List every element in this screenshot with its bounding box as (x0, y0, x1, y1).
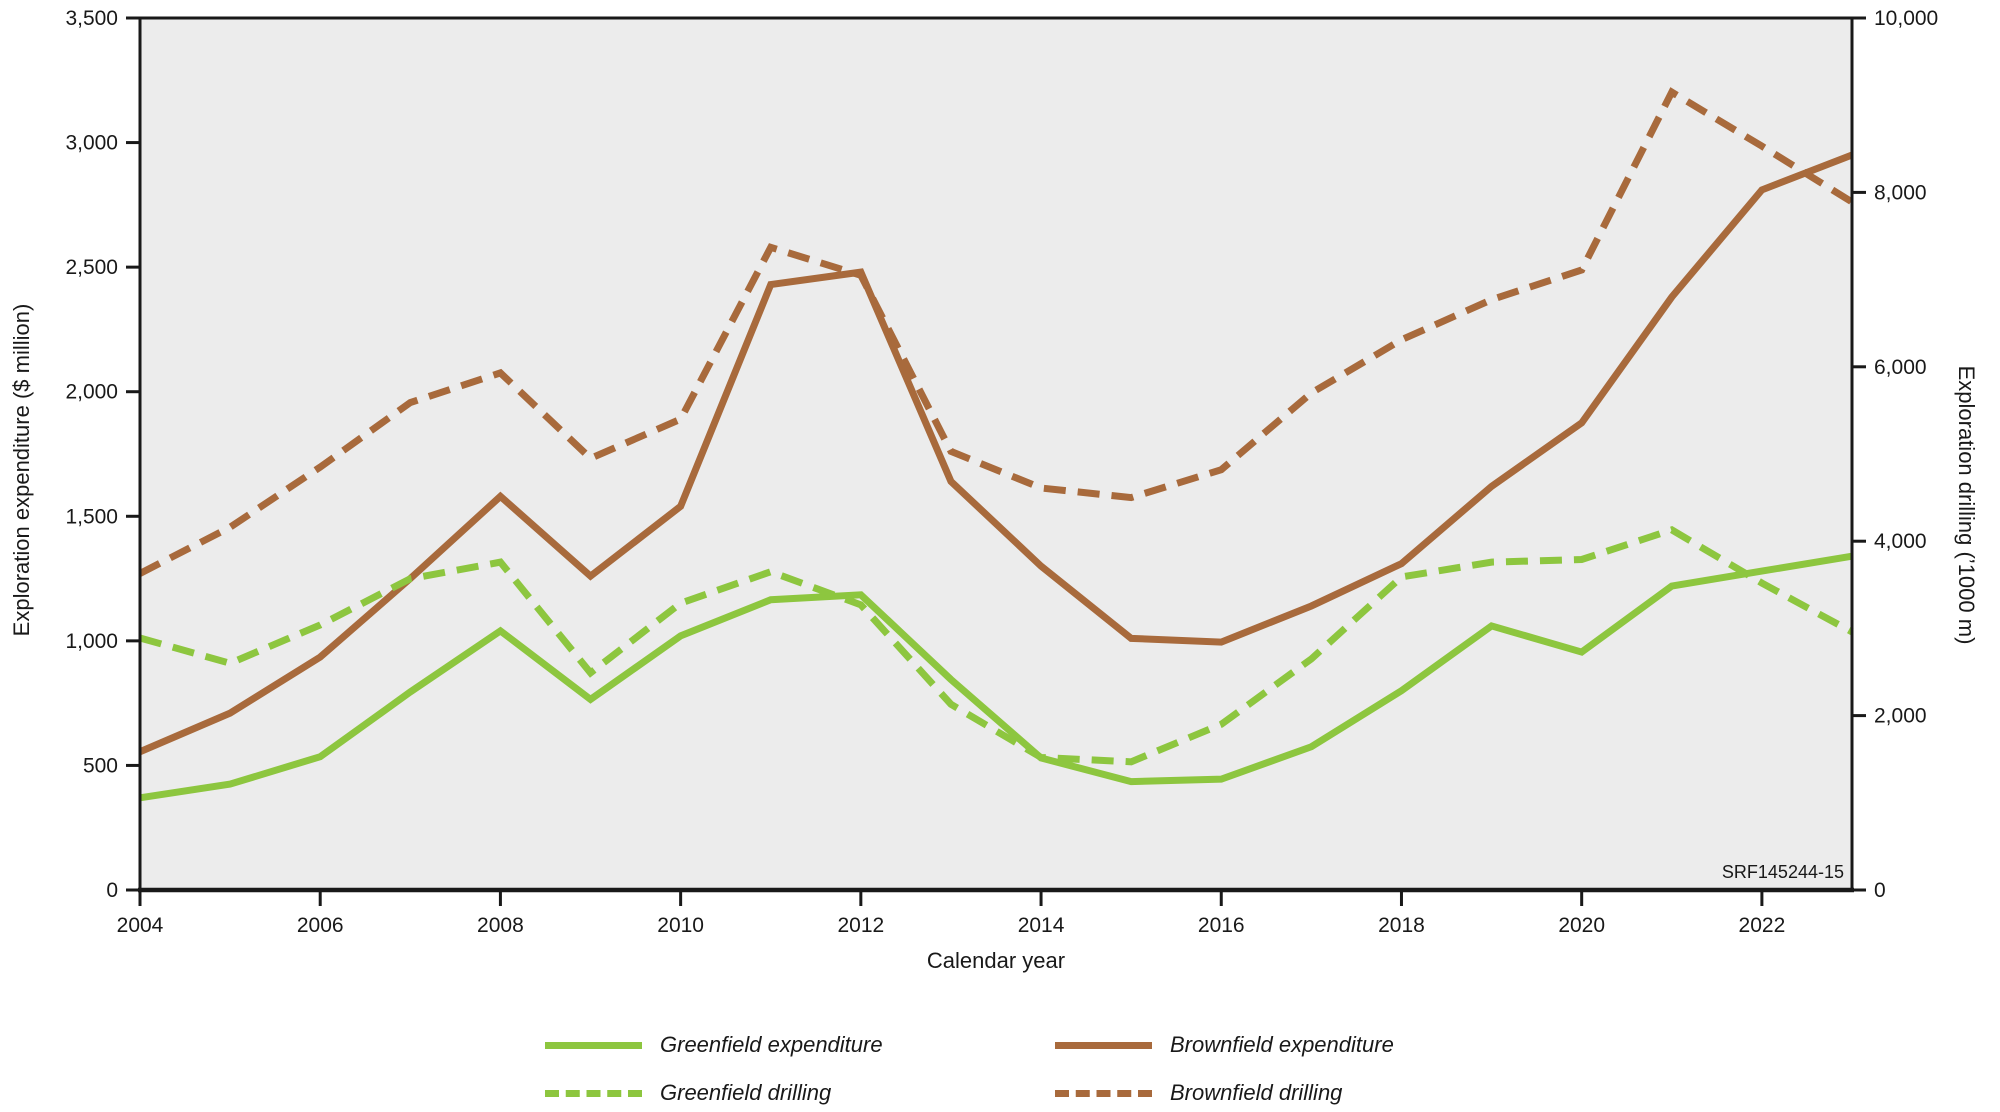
series-lines (138, 87, 1854, 802)
y-left-tick-label-500: 500 (83, 754, 118, 777)
y-left-tick-label-2000: 2,000 (65, 381, 118, 404)
x-tick-label-2014: 2014 (1018, 914, 1065, 937)
y-left-tick-label-1000: 1,000 (65, 630, 118, 653)
brownfield-expenditure-line-swatch (1055, 1041, 1152, 1049)
legend-label: Brownfield expenditure (1170, 1032, 1394, 1057)
x-axis-ticks: 2004 2006 2008 2010 2012 2014 2016 2018 2020 2022 (117, 890, 1786, 937)
y-right-tick-label-10000: 10,000 (1874, 7, 1938, 30)
series-line-brownfield-drilling (138, 87, 1854, 577)
y-right-axis-title: Exploration drilling (’1000 m) (1954, 365, 1979, 645)
x-tick-label-2020: 2020 (1558, 914, 1605, 937)
figure-label: SRF145244-15 (1722, 862, 1844, 882)
brownfield-drilling-line-swatch (1055, 1089, 1152, 1097)
x-tick-label-2016: 2016 (1198, 914, 1245, 937)
x-tick-label-2006: 2006 (297, 914, 344, 937)
x-tick-label-2008: 2008 (477, 914, 524, 937)
y-left-tick-label-3000: 3,000 (65, 132, 118, 155)
plot-area (140, 18, 1852, 890)
legend-item-greenfield-drilling: Greenfield drilling (545, 1077, 831, 1109)
y-left-tick-label-1500: 1,500 (65, 505, 118, 528)
legend-label: Greenfield drilling (660, 1080, 832, 1105)
series-line-greenfield-drilling (139, 526, 1854, 766)
y-right-tick-label-6000: 6,000 (1874, 356, 1927, 379)
legend-item-brownfield-drilling: Brownfield drilling (1055, 1077, 1342, 1109)
greenfield-expenditure-line-swatch (545, 1041, 642, 1049)
y-right-tick-label-0: 0 (1874, 879, 1886, 902)
legend-item-greenfield-expenditure: Greenfield expenditure (545, 1029, 883, 1061)
x-tick-label-2012: 2012 (837, 914, 884, 937)
y-left-axis-title: Exploration expenditure ($ million) (9, 303, 34, 637)
y-right-tick-label-2000: 2,000 (1874, 705, 1927, 728)
y-left-axis-ticks: 0 500 1,000 1,500 2,000 2,500 3,000 3,500 (65, 7, 140, 902)
y-right-tick-label-8000: 8,000 (1874, 181, 1927, 204)
x-axis-title: Calendar year (926, 948, 1066, 973)
y-left-tick-label-3500: 3,500 (65, 7, 118, 30)
legend-label: Greenfield expenditure (660, 1032, 883, 1057)
y-right-axis-ticks: 0 2,000 4,000 6,000 8,000 10,000 (1852, 7, 1938, 902)
greenfield-drilling-line-swatch (545, 1089, 642, 1097)
x-tick-label-2022: 2022 (1739, 914, 1786, 937)
series-line-greenfield-expenditure (139, 552, 1853, 802)
x-tick-label-2010: 2010 (657, 914, 704, 937)
series-line-brownfield-expenditure (138, 151, 1854, 755)
legend-label: Brownfield drilling (1170, 1080, 1343, 1105)
x-tick-label-2018: 2018 (1378, 914, 1425, 937)
y-left-tick-label-0: 0 (106, 879, 118, 902)
y-right-tick-label-4000: 4,000 (1874, 530, 1927, 553)
y-left-tick-label-2500: 2,500 (65, 256, 118, 279)
legend-item-brownfield-expenditure: Brownfield expenditure (1055, 1029, 1394, 1061)
x-tick-label-2004: 2004 (117, 914, 164, 937)
